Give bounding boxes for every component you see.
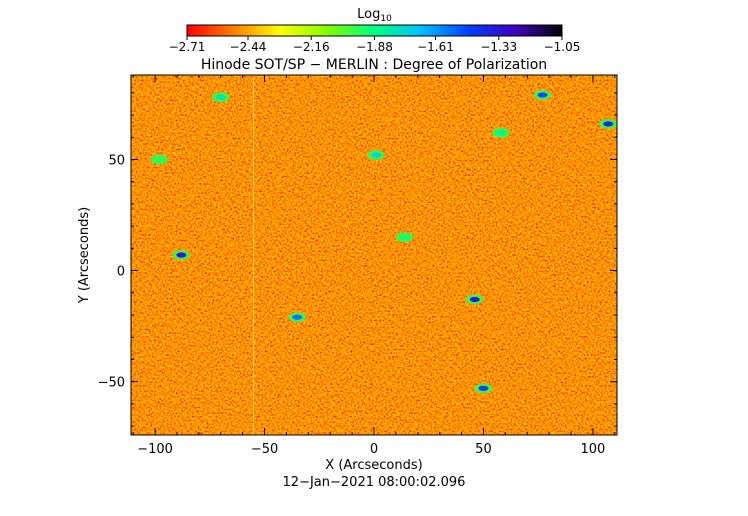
polarization-feature	[154, 156, 165, 163]
colorbar-tick-label: −2.71	[169, 40, 206, 54]
polarization-feature	[399, 234, 410, 240]
polarization-feature	[478, 385, 489, 391]
polarization-feature	[292, 314, 303, 320]
heatmap-features	[150, 90, 617, 394]
heatmap-area	[130, 74, 618, 436]
colorbar-ticks: −2.71 −2.44 −2.16 −1.88 −1.61 −1.33 −1.05	[169, 36, 581, 54]
colorbar-tick-label: −1.05	[544, 40, 581, 54]
x-tick-label: 100	[581, 442, 606, 457]
chart-title: Hinode SOT/SP − MERLIN : Degree of Polar…	[201, 57, 547, 73]
polarization-feature	[469, 296, 480, 303]
polarization-feature	[603, 121, 614, 127]
y-tick-label: 0	[117, 265, 125, 280]
x-tick-label: −100	[137, 442, 173, 457]
x-tick-label: 50	[475, 442, 492, 457]
colorbar-tick-label: −2.16	[293, 40, 330, 54]
polarization-feature	[537, 92, 548, 98]
polarization-feature	[176, 252, 187, 258]
x-tick-label: 0	[370, 442, 378, 457]
timestamp-footer: 12−Jan−2021 08:00:02.096	[283, 475, 466, 490]
polarization-feature	[371, 152, 382, 158]
colorbar-tick-label: −2.44	[230, 40, 267, 54]
colorbar-tick-label: −1.33	[480, 40, 517, 54]
x-tick-label: −50	[251, 442, 278, 457]
colorbar-title: Log10	[357, 7, 392, 24]
polarization-feature	[215, 94, 226, 100]
heatmap-speckle	[131, 75, 617, 435]
y-axis: −50 0 50	[98, 92, 617, 427]
y-axis-label: Y (Arcseconds)	[77, 207, 92, 304]
y-tick-label: 50	[108, 153, 125, 168]
colorbar-gradient	[186, 24, 563, 37]
x-axis: −100 −50 0 50 100	[132, 75, 616, 457]
colorbar: Log10 −2.71 −2.44 −2.16 −1.88 −1.61 −1.33 −1.0…	[169, 7, 581, 54]
colorbar-tick-label: −1.61	[417, 40, 454, 54]
colorbar-tick-label: −1.88	[356, 40, 393, 54]
y-tick-label: −50	[98, 376, 125, 391]
polarization-feature	[495, 130, 506, 136]
x-axis-label: X (Arcseconds)	[325, 458, 422, 473]
